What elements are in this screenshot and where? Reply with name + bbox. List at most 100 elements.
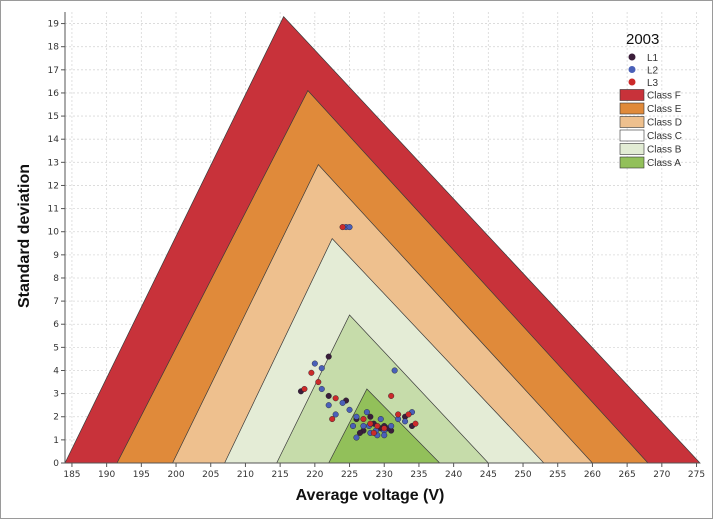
y-tick-label: 8 — [53, 274, 59, 284]
y-tick-label: 16 — [48, 89, 60, 99]
x-tick-label: 240 — [445, 470, 462, 480]
legend-marker-l2 — [628, 66, 636, 73]
legend-swatch-class-a — [619, 156, 645, 169]
data-point-l1 — [325, 353, 332, 360]
x-tick-label: 235 — [410, 470, 427, 480]
y-tick-label: 7 — [53, 297, 59, 307]
data-point-l3 — [329, 416, 336, 423]
y-tick-label: 13 — [48, 158, 59, 168]
y-tick-label: 19 — [48, 20, 60, 30]
data-point-l1 — [367, 413, 374, 420]
legend-label-class-a: Class A — [647, 158, 681, 169]
legend-marker-l1 — [628, 53, 636, 61]
data-point-l2 — [332, 411, 339, 418]
data-points — [297, 224, 419, 441]
y-tick-label: 1 — [53, 436, 59, 446]
data-point-l2 — [311, 360, 318, 367]
y-tick-label: 4 — [53, 366, 59, 376]
data-point-l2 — [346, 224, 353, 231]
x-tick-label: 215 — [272, 470, 289, 480]
legend-label-class-d: Class D — [647, 118, 682, 129]
data-point-l2 — [318, 385, 325, 392]
legend-label-class-b: Class B — [647, 145, 682, 156]
data-point-l3 — [339, 224, 346, 231]
data-point-l3 — [360, 416, 367, 423]
x-tick-label: 265 — [619, 470, 636, 480]
legend-label-class-e: Class E — [647, 104, 682, 115]
y-tick-label: 14 — [48, 135, 60, 145]
y-tick-label: 0 — [53, 459, 59, 469]
axes — [61, 12, 700, 467]
legend-swatch-class-c — [619, 129, 645, 142]
tick-labels: 185 190 195 200 205 210 215 220 225 230 235 240 245 2… — [48, 20, 706, 480]
data-point-l3 — [370, 429, 377, 436]
data-point-l3 — [301, 385, 308, 392]
data-point-l2 — [377, 416, 384, 423]
data-point-l2 — [353, 434, 360, 441]
y-tick-label: 2 — [53, 413, 59, 423]
legend-swatch-class-f — [619, 89, 645, 101]
x-tick-label: 195 — [133, 470, 150, 480]
data-point-l3 — [412, 420, 419, 427]
legend-label-l1: L1 — [647, 53, 659, 64]
data-point-l3 — [395, 411, 402, 418]
x-tick-label: 245 — [480, 470, 497, 480]
data-point-l2 — [350, 422, 357, 429]
x-tick-label: 270 — [653, 470, 670, 480]
y-tick-label: 5 — [53, 343, 59, 353]
x-tick-label: 190 — [98, 470, 115, 480]
data-point-l3 — [374, 422, 381, 429]
legend-title: 2003 — [626, 31, 659, 48]
data-point-l3 — [332, 395, 339, 402]
x-tick-label: 260 — [584, 470, 601, 480]
data-point-l2 — [391, 367, 398, 374]
x-tick-label: 185 — [63, 470, 80, 480]
x-tick-label: 205 — [202, 470, 219, 480]
data-point-l3 — [367, 420, 374, 427]
x-tick-label: 210 — [237, 470, 254, 480]
y-tick-label: 10 — [48, 228, 60, 238]
y-tick-label: 15 — [48, 112, 59, 122]
legend-marker-l3 — [628, 78, 636, 86]
legend-label-class-f: Class F — [647, 91, 681, 102]
data-point-l3 — [381, 425, 388, 432]
x-tick-label: 255 — [549, 470, 566, 480]
data-point-l2 — [325, 402, 332, 409]
legend-swatch-class-d — [619, 116, 645, 128]
data-point-l2 — [353, 413, 360, 420]
y-tick-label: 9 — [53, 251, 59, 261]
data-point-l2 — [318, 365, 325, 372]
legend-swatch-class-e — [619, 102, 645, 115]
data-point-l2 — [360, 422, 367, 429]
y-tick-label: 6 — [53, 320, 59, 330]
data-point-l2 — [363, 409, 370, 416]
data-point-l3 — [315, 379, 322, 386]
y-tick-label: 3 — [53, 390, 59, 400]
x-tick-label: 250 — [514, 470, 531, 480]
y-tick-label: 12 — [48, 181, 59, 191]
y-tick-label: 18 — [48, 43, 60, 53]
data-point-l1 — [325, 392, 332, 399]
data-point-l3 — [308, 369, 315, 376]
legend-label-l2: L2 — [647, 66, 659, 77]
y-tick-label: 17 — [48, 66, 59, 76]
y-axis-title: Standard deviation — [16, 164, 33, 308]
legend-swatch-class-b — [619, 143, 645, 155]
data-point-l2 — [381, 432, 388, 439]
data-point-l2 — [346, 406, 353, 413]
x-tick-label: 275 — [688, 470, 705, 480]
data-point-l3 — [405, 411, 412, 418]
data-point-l3 — [388, 392, 395, 399]
x-tick-label: 230 — [376, 470, 393, 480]
x-axis-title: Average voltage (V) — [296, 487, 445, 504]
data-point-l2 — [339, 399, 346, 406]
y-tick-label: 11 — [48, 205, 59, 215]
class-regions — [64, 16, 701, 464]
data-point-l2 — [402, 418, 409, 425]
x-tick-label: 200 — [167, 470, 184, 480]
x-tick-label: 225 — [341, 470, 358, 480]
x-tick-label: 220 — [306, 470, 323, 480]
legend-label-class-c: Class C — [647, 131, 682, 142]
